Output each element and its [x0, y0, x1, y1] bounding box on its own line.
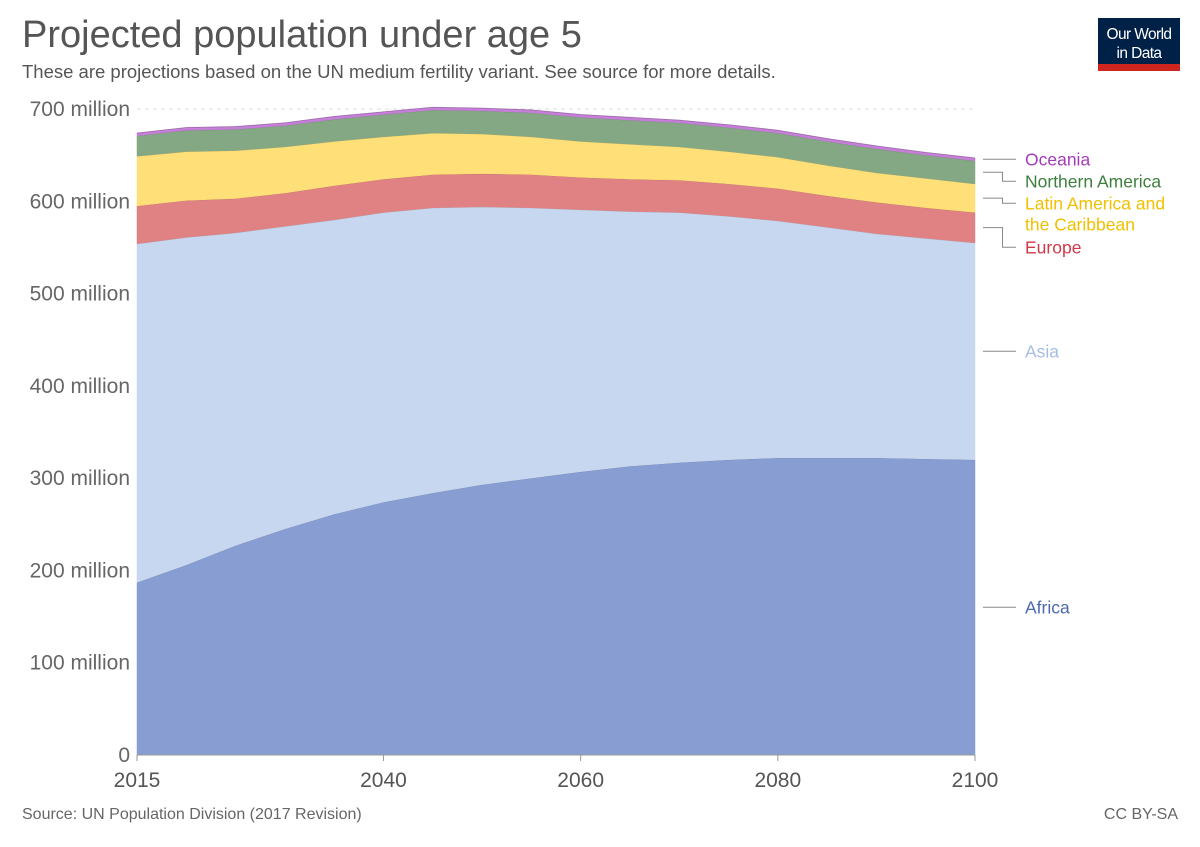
- x-tick-label: 2040: [360, 769, 407, 792]
- y-tick-label: 200 million: [30, 559, 130, 582]
- license-note[interactable]: CC BY-SA: [1103, 806, 1178, 823]
- y-tick-label: 100 million: [30, 652, 130, 675]
- y-tick-label: 700 million: [30, 98, 130, 121]
- legend-label-europe: Europe: [1025, 237, 1081, 257]
- y-tick-label: 500 million: [30, 283, 130, 306]
- legend-label-asia: Asia: [1025, 341, 1059, 361]
- owid-logo[interactable]: Our World in Data: [1098, 18, 1180, 70]
- legend-connector-europe: [983, 227, 1016, 248]
- y-tick-label: 300 million: [30, 467, 130, 490]
- x-tick-label: 2080: [754, 769, 801, 792]
- legend-label-africa: Africa: [1025, 597, 1070, 617]
- legend-connector-latin-america-and-the-caribbean: [983, 197, 1016, 204]
- x-tick-label: 2060: [557, 769, 604, 792]
- chart-subtitle: These are projections based on the UN me…: [22, 61, 776, 82]
- x-tick-label: 2100: [952, 769, 999, 792]
- logo-accent-stripe: [1098, 64, 1180, 71]
- legend-connector-northern-america: [983, 171, 1016, 182]
- logo-text-line1: Our World: [1106, 26, 1173, 43]
- y-tick-label: 0: [118, 744, 130, 767]
- legend-label-northern-america: Northern America: [1025, 171, 1161, 191]
- y-tick-label: 600 million: [30, 190, 130, 213]
- legend-label-oceania: Oceania: [1025, 149, 1090, 169]
- logo-text-line2: in Data: [1116, 45, 1163, 62]
- source-note[interactable]: Source: UN Population Division (2017 Rev…: [22, 806, 362, 823]
- x-tick-label: 2015: [114, 769, 161, 792]
- area-oceania: [136, 106, 976, 161]
- legend-label-latin-america-and-the-caribbean: Latin America and the Caribbean: [1025, 193, 1165, 234]
- y-tick-label: 400 million: [30, 375, 130, 398]
- chart-title: Projected population under age 5: [22, 14, 582, 56]
- area-edge-oceania: [136, 106, 976, 159]
